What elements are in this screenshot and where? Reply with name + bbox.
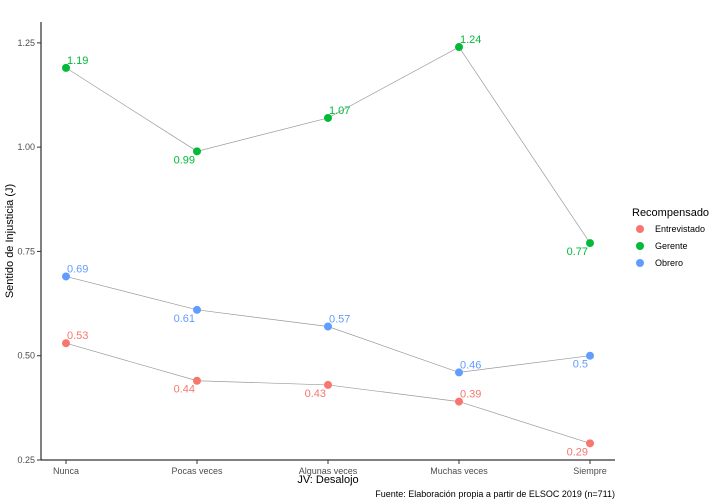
caption: Fuente: Elaboración propia a partir de E… [375,489,615,499]
point-gerente [455,43,463,52]
y-tick-label: 1.25 [17,38,35,48]
x-tick-label: Pocas veces [171,466,223,476]
y-tick-label: 1.00 [17,142,35,152]
x-ticks: Nunca Pocas veces Algunas veces Muchas vece… [53,460,607,476]
point-obrero [193,305,201,314]
data-label-gerente: 0.99 [174,154,195,166]
point-entrevistado [62,339,70,348]
point-obrero [62,272,70,281]
y-axis-title: Sentido de Injusticia (J) [4,184,16,298]
data-label-entrevistado: 0.43 [305,388,326,400]
point-gerente [62,63,70,72]
data-label-obrero: 0.46 [460,359,481,371]
series-line-gerente [65,46,591,244]
point-entrevistado [586,439,594,448]
data-label-obrero: 0.61 [174,313,195,325]
point-gerente [193,147,201,156]
data-label-entrevistado: 0.44 [174,384,195,396]
y-ticks: 0.25 0.50 0.75 1.00 1.25 [17,38,41,465]
x-tick-label: Muchas veces [430,466,488,476]
legend: Recompensado Entrevistado Gerente Obrero [632,207,709,268]
axes [40,22,615,461]
y-tick-label: 0.50 [17,351,35,361]
x-tick-label: Nunca [53,466,79,476]
series-line-entrevistado [65,342,591,444]
data-label-entrevistado: 0.39 [460,389,481,401]
data-labels: 0.53 0.44 0.43 0.39 0.29 1.19 0.99 1.07 1.24 0.77… [67,34,588,458]
legend-title: Recompensado [632,207,709,219]
y-tick-label: 0.75 [17,246,35,256]
data-label-entrevistado: 0.29 [567,446,588,458]
legend-label-obrero: Obrero [655,258,683,268]
y-tick-label: 0.25 [17,455,35,465]
legend-key-obrero [636,259,644,267]
point-entrevistado [324,380,332,389]
legend-label-gerente: Gerente [655,241,688,251]
point-entrevistado [455,397,463,406]
data-label-gerente: 1.24 [460,34,481,46]
data-label-gerente: 1.19 [67,55,88,67]
data-label-obrero: 0.57 [329,314,350,326]
data-label-obrero: 0.5 [573,359,588,371]
legend-key-entrevistado [636,225,644,233]
point-obrero [455,368,463,377]
data-label-obrero: 0.69 [67,263,88,275]
data-label-gerente: 0.77 [567,246,588,258]
data-label-entrevistado: 0.53 [67,330,88,342]
legend-label-entrevistado: Entrevistado [655,224,705,234]
point-entrevistado [193,376,201,385]
legend-key-gerente [636,242,644,250]
data-label-gerente: 1.07 [329,105,350,117]
x-axis-title: JV: Desalojo [297,474,358,486]
point-gerente [324,113,332,122]
series-points [62,43,594,448]
x-tick-label: Siempre [573,466,607,476]
point-obrero [586,351,594,360]
x-tick-label: Algunas veces [299,466,358,476]
point-gerente [586,239,594,248]
point-obrero [324,322,332,331]
